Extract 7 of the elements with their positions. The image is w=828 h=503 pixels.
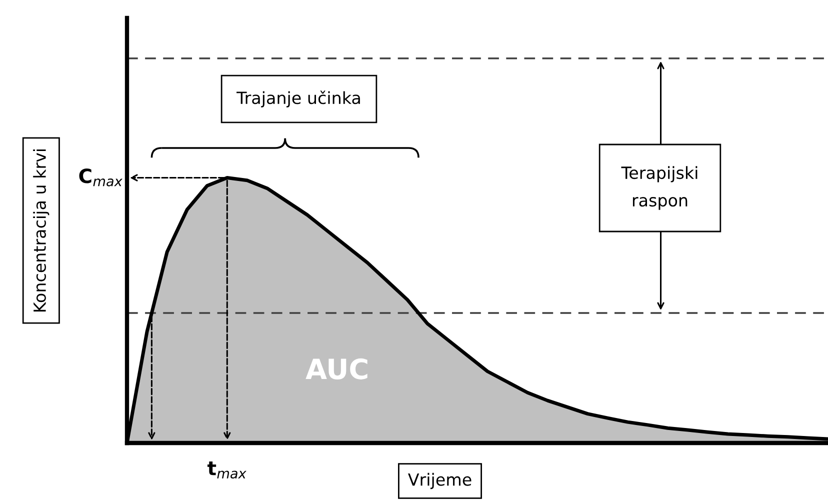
- annotation: Terapijski raspon: [621, 166, 698, 210]
- text: C$_{max}$: [79, 168, 122, 186]
- text: t$_{max}$: [207, 461, 246, 479]
- y-axis-title: Koncentracija u krvi: [33, 149, 50, 312]
- annotation: AUC: [306, 358, 368, 380]
- x-axis-title: Vrijeme: [408, 472, 472, 490]
- text: Trajanje učinka: [236, 90, 360, 108]
